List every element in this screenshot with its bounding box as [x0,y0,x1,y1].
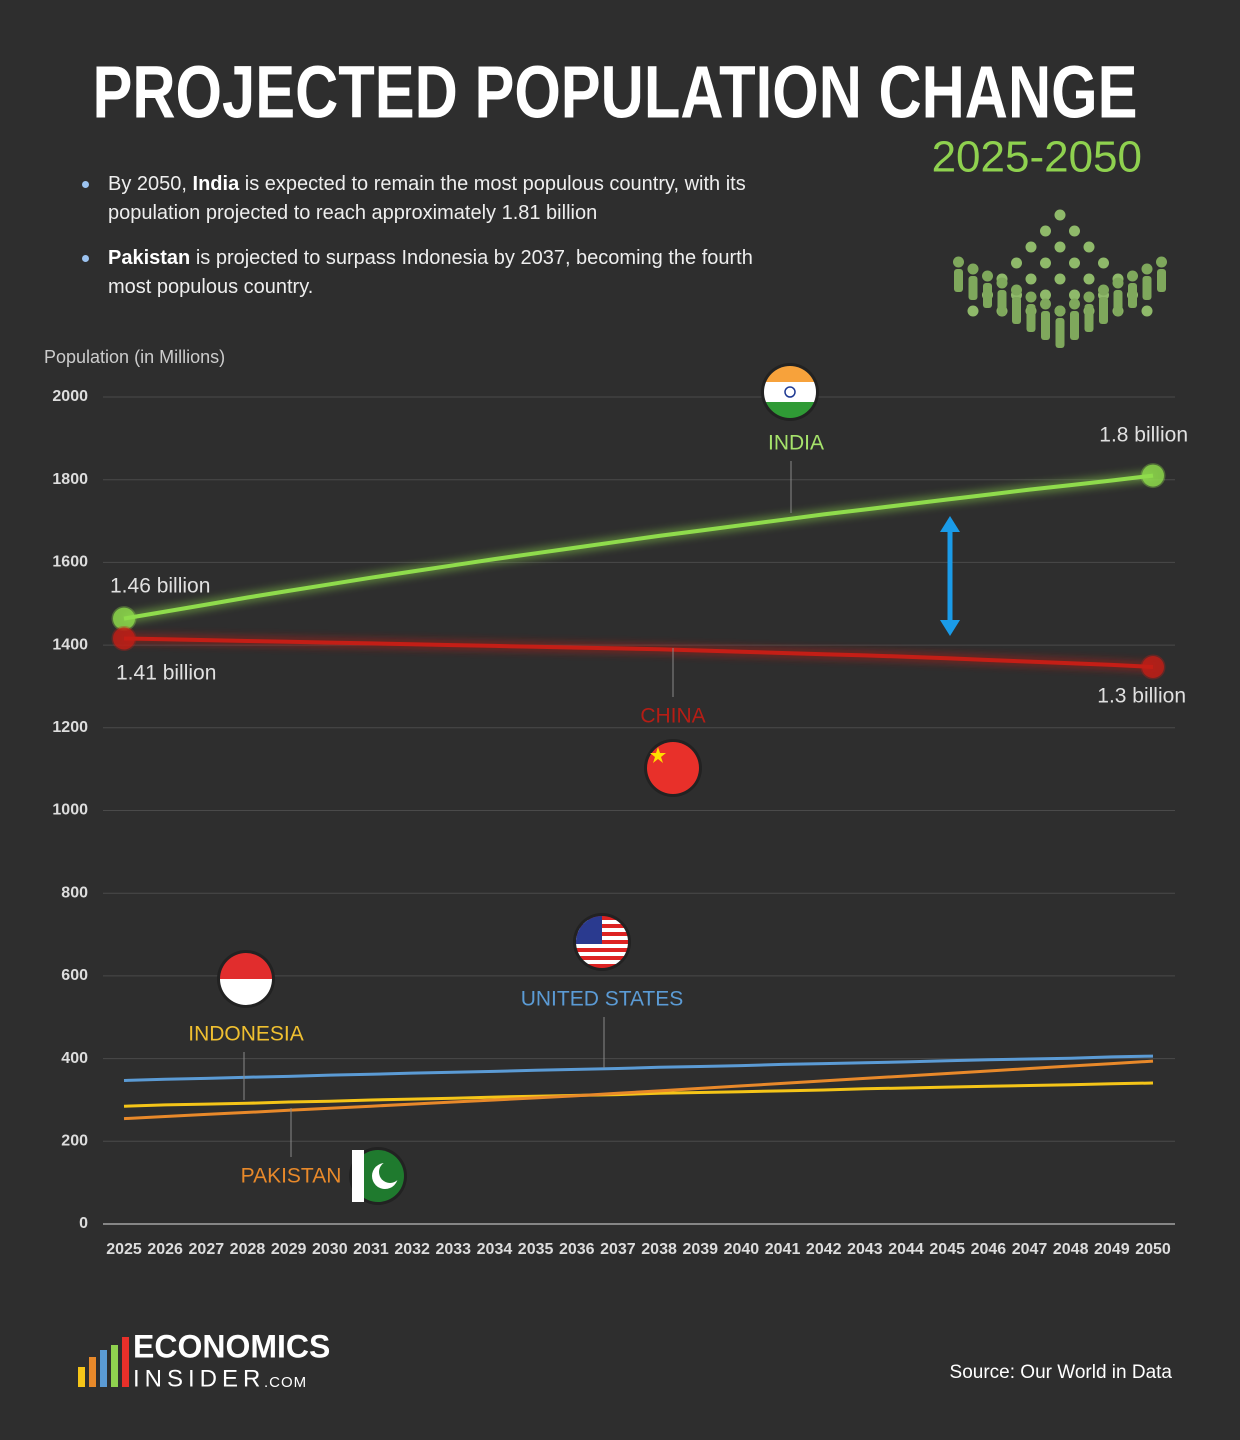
y-tick-label: 600 [61,967,88,984]
series-label: INDIA [768,432,824,455]
flag-pakistan [349,1147,407,1205]
end-point [1140,463,1166,489]
x-tick-label: 2041 [765,1241,801,1258]
y-tick-label: 1200 [52,719,88,736]
y-tick-label: 1400 [52,636,88,653]
x-tick-label: 2039 [682,1241,718,1258]
logo-suffix: .COM [264,1374,307,1391]
x-tick-label: 2033 [435,1241,471,1258]
logo-icon [78,1337,129,1387]
x-tick-label: 2029 [271,1241,307,1258]
x-tick-label: 2034 [477,1241,513,1258]
source: Source: Our World in Data [950,1362,1173,1383]
y-tick-label: 0 [79,1215,88,1232]
series-line [123,636,1154,669]
x-tick-label: 2035 [518,1241,554,1258]
x-tick-label: 2045 [929,1241,965,1258]
bullet-text: By 2050, [108,173,193,195]
flag-china [644,739,702,797]
annotation: 1.41 billion [116,662,216,685]
chart-title: PROJECTED POPULATION CHANGE [93,51,1138,134]
x-tick-label: 2042 [806,1241,842,1258]
x-tick-label: 2027 [189,1241,225,1258]
series-line [123,1081,1154,1108]
x-tick-label: 2036 [559,1241,595,1258]
annotation: 1.3 billion [1097,685,1186,708]
gap-arrow [940,516,960,636]
y-tick-label: 1600 [52,554,88,571]
x-tick-label: 2031 [353,1241,389,1258]
y-tick-label: 400 [61,1050,88,1067]
flag-us [573,913,631,971]
y-tick-label: 2000 [52,388,88,405]
y-tick-label: 800 [61,884,88,901]
series-label: PAKISTAN [241,1165,342,1188]
x-tick-label: 2038 [641,1241,677,1258]
x-tick-label: 2044 [888,1241,924,1258]
x-tick-label: 2048 [1053,1241,1089,1258]
bullet-text: is expected to remain the most populous … [108,173,746,224]
chart-subtitle: 2025-2050 [932,133,1142,182]
series-line [123,473,1154,621]
people-icon [953,209,1167,348]
x-tick-label: 2043 [847,1241,883,1258]
logo-bottom: INSIDER [133,1365,265,1392]
x-tick-label: 2026 [147,1241,183,1258]
x-tick-label: 2030 [312,1241,348,1258]
series-line [123,1059,1154,1121]
series-label: INDONESIA [188,1023,304,1046]
x-tick-label: 2040 [724,1241,760,1258]
bullet: Pakistan is projected to surpass Indones… [80,244,800,302]
x-tick-label: 2046 [971,1241,1007,1258]
x-tick-label: 2025 [106,1241,142,1258]
x-tick-label: 2049 [1094,1241,1130,1258]
series-line [123,1054,1154,1082]
bullet-text: Pakistan [108,247,191,269]
series-label: CHINA [640,705,705,728]
x-tick-label: 2050 [1135,1241,1171,1258]
bullet-text: is projected to surpass Indonesia by 203… [108,247,753,298]
end-point [111,625,137,651]
x-tick-label: 2037 [600,1241,636,1258]
flag-indonesia [217,950,275,1008]
y-tick-label: 200 [61,1133,88,1150]
y-axis-label: Population (in Millions) [44,347,225,367]
bullet-text: India [192,173,240,195]
y-tick-label: 1000 [52,802,88,819]
x-tick-label: 2032 [394,1241,430,1258]
bullets: By 2050, India is expected to remain the… [80,170,800,318]
annotation: 1.46 billion [110,575,210,598]
end-point [1140,654,1166,680]
x-tick-label: 2047 [1012,1241,1048,1258]
logo-top: ECONOMICS [133,1328,330,1364]
series-label: UNITED STATES [521,988,684,1011]
flag-india [761,363,819,421]
annotation: 1.8 billion [1099,424,1188,447]
bullet: By 2050, India is expected to remain the… [80,170,800,228]
x-tick-label: 2028 [230,1241,266,1258]
y-tick-label: 1800 [52,471,88,488]
